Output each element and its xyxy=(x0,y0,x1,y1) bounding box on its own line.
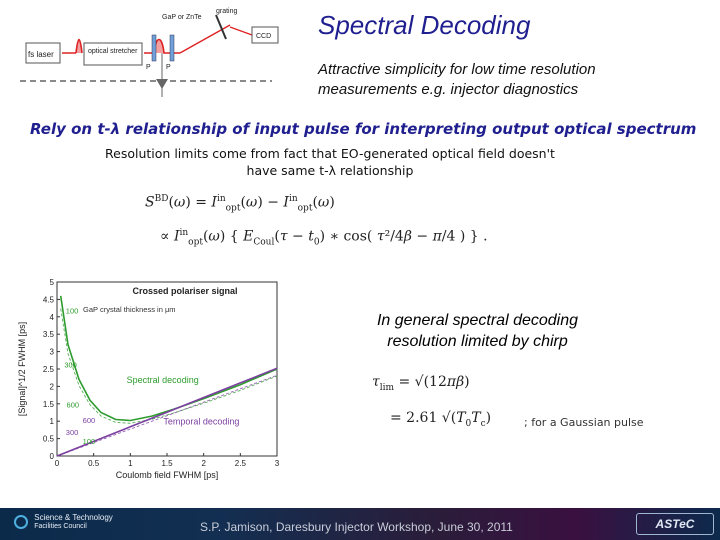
general-line-1: In general spectral decoding xyxy=(376,312,579,329)
grating-label: grating xyxy=(216,8,238,15)
equation-tau: τlim = √(12πβ) xyxy=(372,374,470,393)
y-tick-label: 3 xyxy=(50,348,55,357)
x-tick-label: 2.5 xyxy=(235,459,247,468)
x-tick-label: 1.5 xyxy=(161,459,173,468)
y-tick-label: 3.5 xyxy=(43,330,55,339)
gaussian-note: ; for a Gaussian pulse xyxy=(524,416,644,429)
footer-bar xyxy=(0,508,720,540)
series-line-dashed xyxy=(60,308,278,424)
equation-gaussian: = 2.61 √(T0Tc) xyxy=(390,410,492,429)
curve-thickness-label: 600 xyxy=(67,400,80,409)
general-line-2: resolution limited by chirp xyxy=(387,333,568,350)
p2-label: P xyxy=(166,64,171,71)
footer-text: S.P. Jamison, Daresbury Injector Worksho… xyxy=(200,520,513,534)
stfc-line-1: Science & Technology xyxy=(34,513,113,522)
chart-title: Crossed polariser signal xyxy=(132,286,237,296)
p1-label: P xyxy=(146,64,151,71)
equation-1: SBD(ω) = Iinopt(ω) − Iinopt(ω) xyxy=(145,194,335,214)
y-tick-label: 0 xyxy=(50,452,55,461)
y-tick-label: 2.5 xyxy=(43,365,55,374)
series-label-temporal: Temporal decoding xyxy=(163,417,239,427)
curve-thickness-label: 600 xyxy=(83,416,96,425)
series-label-spectral: Spectral decoding xyxy=(127,375,199,385)
y-tick-label: 4.5 xyxy=(43,295,55,304)
y-tick-label: 1 xyxy=(50,417,55,426)
slide-subtitle: Attractive simplicity for low time resol… xyxy=(318,61,596,98)
slide-title: Spectral Decoding xyxy=(318,10,531,40)
plot-area xyxy=(56,281,278,457)
series-line-spectral xyxy=(59,295,278,422)
ccd-box xyxy=(251,26,279,44)
crystal-thickness-label: GaP crystal thickness in μm xyxy=(83,305,176,314)
ccd-label: CCD xyxy=(256,33,271,40)
decoding-chart: 0 0.5 1 1.5 2 2.5 3 0 0.5 1 1.5 2 2.5 3 3.5 4 4.5 5 Coulom… xyxy=(17,278,280,480)
x-tick-label: 0.5 xyxy=(88,459,100,468)
x-axis-label: Coulomb field FWHM [ps] xyxy=(116,470,219,480)
stfc-swirl-icon xyxy=(14,515,28,529)
setup-diagram: fs laser optical stretcher GaP or ZnTe P… xyxy=(20,8,279,97)
equation-2: ∝ Iinopt(ω) { ECoul(τ − t0) ∗ cos( τ²/4β… xyxy=(160,228,488,248)
x-tick-label: 1 xyxy=(128,459,133,468)
x-tick-label: 0 xyxy=(55,459,60,468)
curve-thickness-label: 300 xyxy=(66,428,79,437)
crystal-label: GaP or ZnTe xyxy=(162,14,202,21)
x-tick-label: 3 xyxy=(275,459,280,468)
astec-logo: ASTeC xyxy=(636,513,714,535)
fs-laser-box xyxy=(25,42,61,64)
stretcher-box xyxy=(83,42,143,66)
stretcher-label: optical stretcher xyxy=(88,48,138,55)
general-text: In general spectral decoding resolution … xyxy=(340,310,615,352)
y-tick-label: 4 xyxy=(50,313,55,322)
stfc-logo: Science & Technology Facilities Council xyxy=(14,513,113,531)
y-axis-label: [Signal]^1/2 FWHM [ps] xyxy=(17,322,27,416)
resolution-text: Resolution limits come from fact that EO… xyxy=(60,145,600,179)
resolution-line-1: Resolution limits come from fact that EO… xyxy=(105,146,555,161)
curve-thickness-label: 100 xyxy=(83,437,96,446)
curve-thickness-label: 300 xyxy=(64,360,77,369)
resolution-line-2: have same t-λ relationship xyxy=(246,163,414,178)
y-tick-label: 5 xyxy=(50,278,55,287)
series-line-temporal xyxy=(56,367,278,457)
y-tick-label: 2 xyxy=(50,382,55,391)
stfc-line-2: Facilities Council xyxy=(34,523,87,530)
curve-thickness-label: 100 xyxy=(66,306,79,315)
rely-text: Rely on t-λ relationship of input pulse … xyxy=(30,120,697,138)
x-tick-label: 2 xyxy=(201,459,206,468)
fs-laser-label: fs laser xyxy=(28,50,54,59)
series-line-dashed xyxy=(56,374,278,457)
y-tick-label: 1.5 xyxy=(43,400,55,409)
y-tick-label: 0.5 xyxy=(43,435,55,444)
